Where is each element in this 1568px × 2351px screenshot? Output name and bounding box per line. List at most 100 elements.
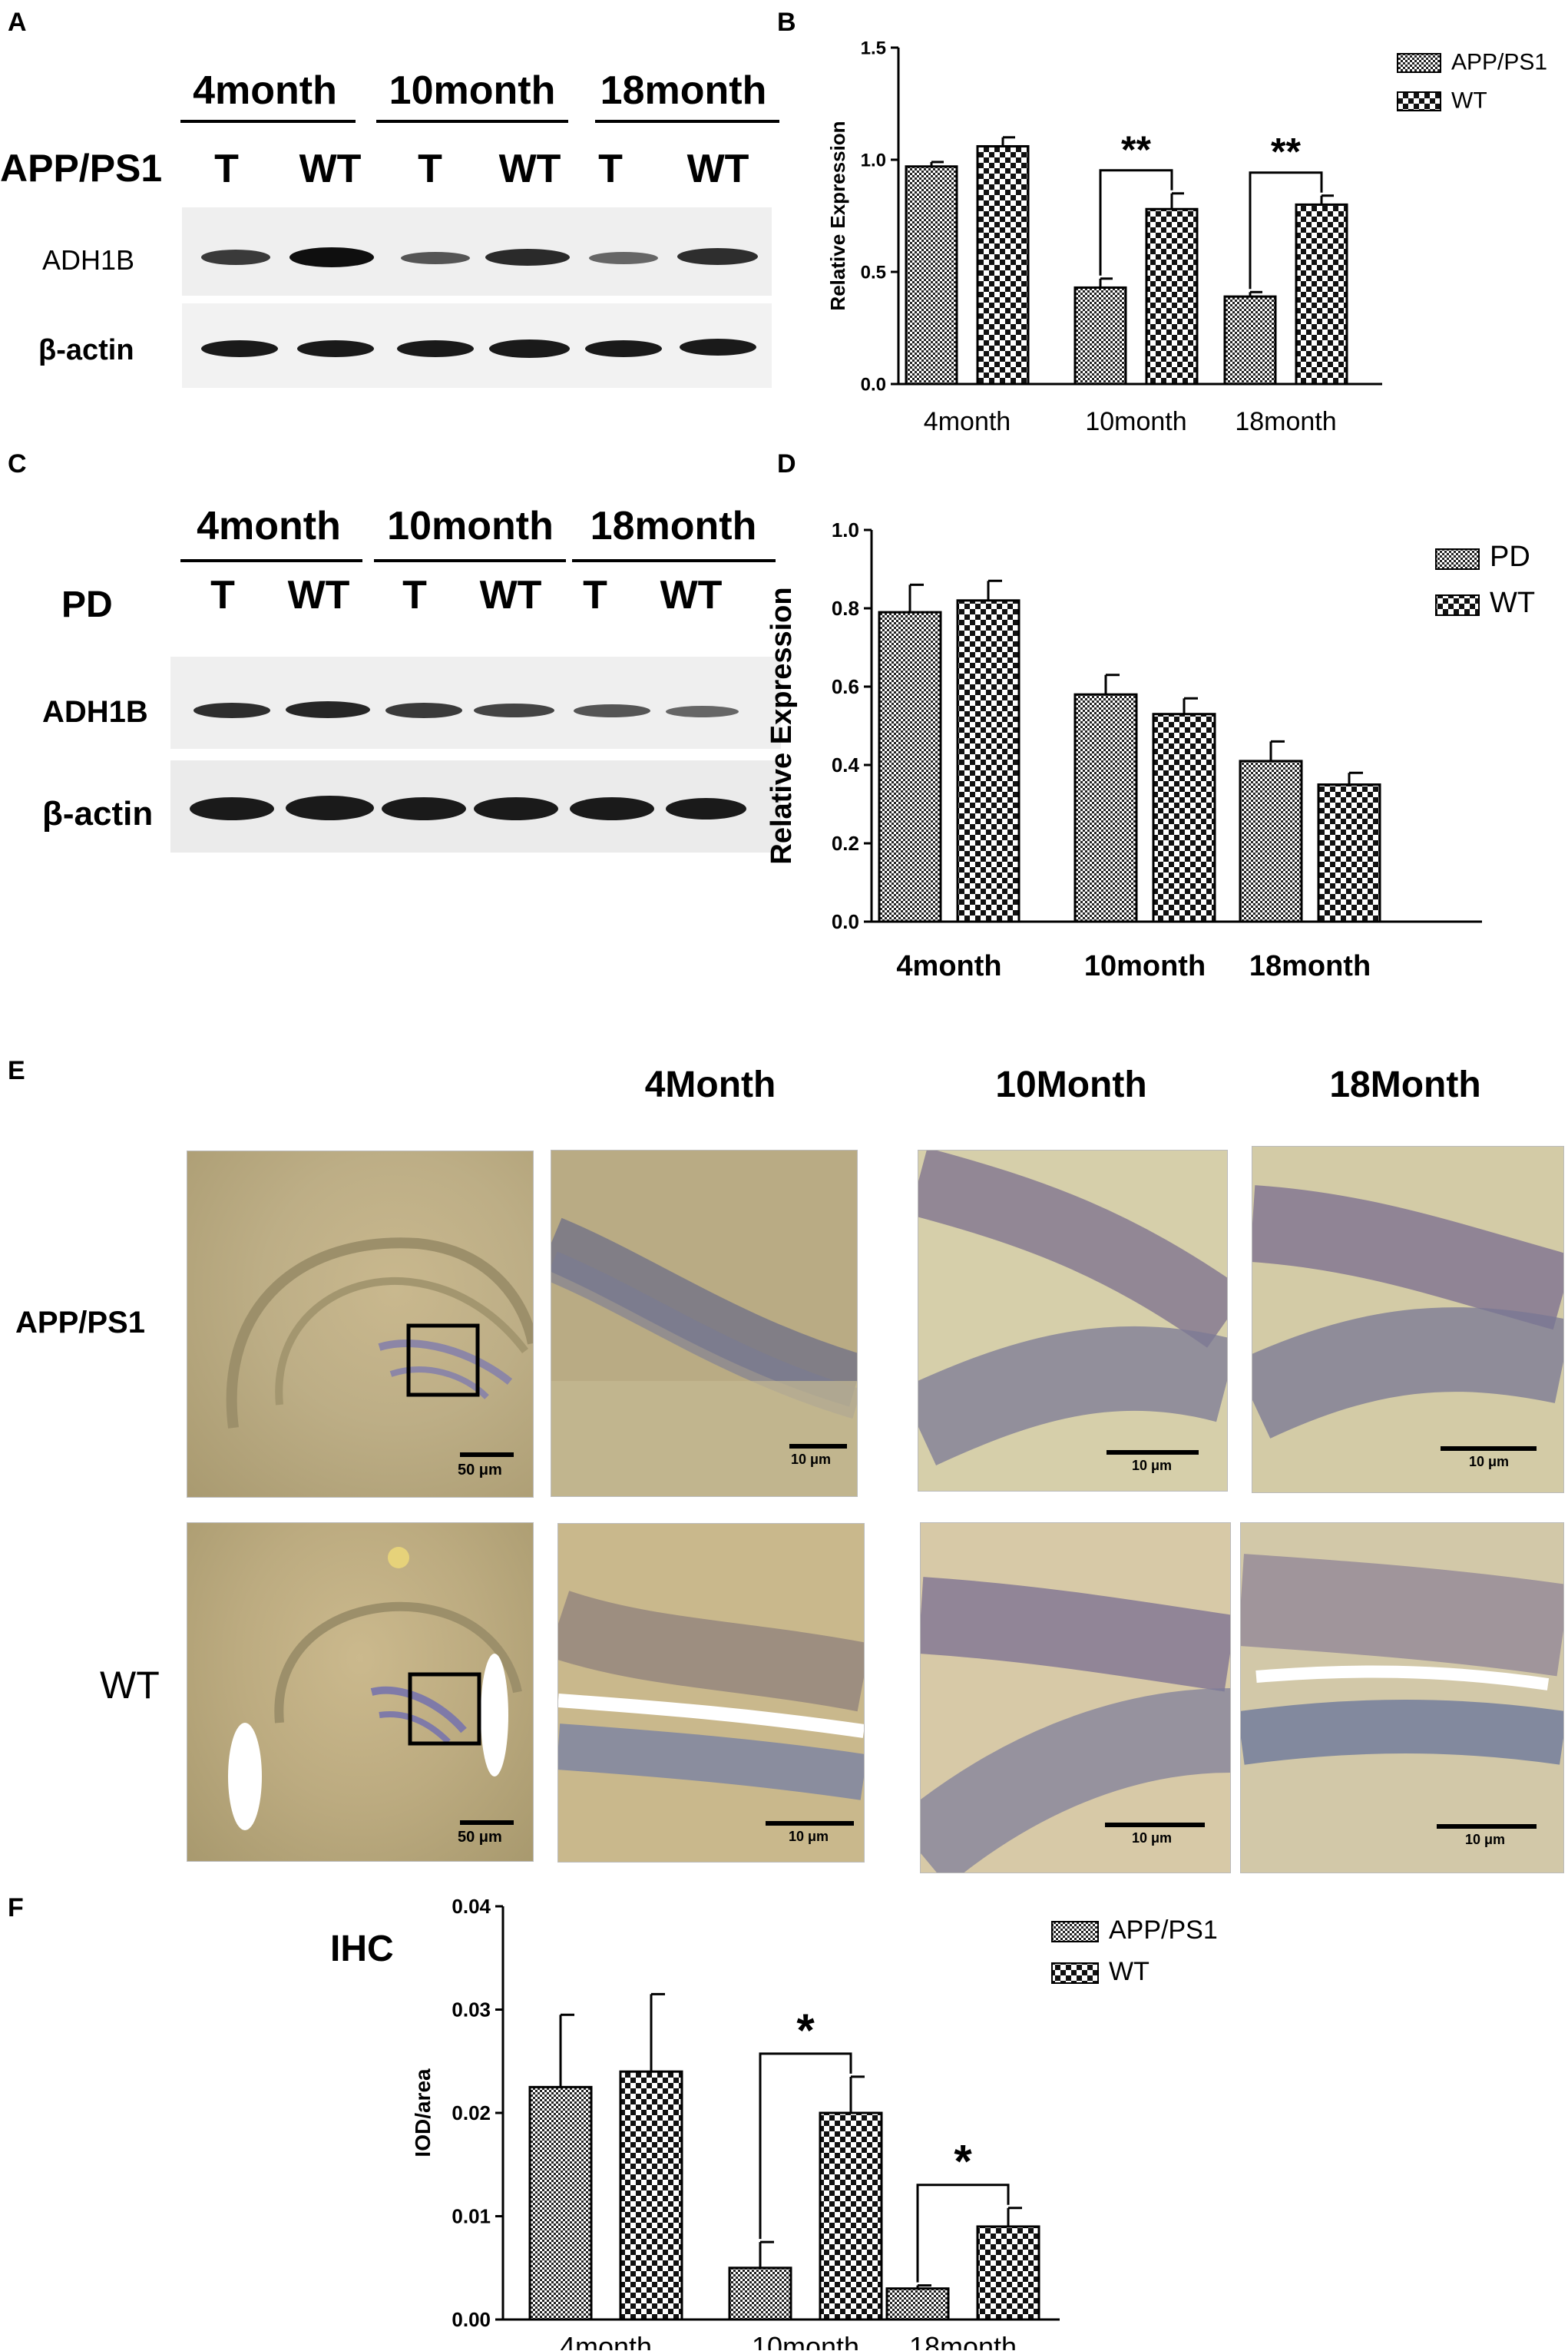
significance-bracket bbox=[759, 2052, 852, 2240]
row-label-app-ps1-e: APP/PS1 bbox=[15, 1306, 145, 1339]
bar-app-ps1-18month bbox=[885, 2287, 950, 2321]
column-label-4month: 4Month bbox=[644, 1065, 776, 1105]
significance-bracket bbox=[1099, 169, 1173, 276]
bar-app-ps1-10month bbox=[1073, 286, 1127, 386]
legend-swatch bbox=[1397, 91, 1441, 111]
legend-label: WT bbox=[1109, 1957, 1150, 1986]
scale-bar-label: 10 μm bbox=[1132, 1458, 1173, 1473]
western-blot-actin-a bbox=[182, 303, 772, 388]
group-label-4month-a: 4month bbox=[193, 68, 337, 113]
y-tick-label: 0.04 bbox=[452, 1895, 491, 1918]
bar-app-ps1-4month bbox=[905, 165, 958, 386]
row-label-wt-e: WT bbox=[100, 1664, 160, 1707]
western-blot-actin-c bbox=[170, 760, 781, 853]
blot-label-adh1b: ADH1B bbox=[42, 244, 135, 276]
scale-bar-label: 10 μm bbox=[789, 1829, 829, 1844]
lane-label: T bbox=[418, 147, 442, 191]
panel-label-c: C bbox=[8, 449, 27, 478]
row-label-app-ps1: APP/PS1 bbox=[0, 147, 163, 190]
scale-bar-label: 50 μm bbox=[458, 1462, 502, 1478]
legend-label: APP/PS1 bbox=[1109, 1916, 1218, 1945]
legend-label: WT bbox=[1451, 88, 1487, 113]
panel-label-a: A bbox=[8, 8, 27, 37]
bar-pd-4month bbox=[878, 611, 942, 923]
panel-label-f: F bbox=[8, 1893, 24, 1922]
group-label-10month-c: 10month bbox=[387, 504, 554, 548]
lane-label: T bbox=[402, 573, 427, 618]
y-tick-label: 0.01 bbox=[452, 2205, 491, 2228]
bar-wt-4month bbox=[956, 599, 1021, 923]
bar-pd-18month bbox=[1239, 760, 1303, 923]
blot-label-adh1b: ADH1B bbox=[42, 695, 148, 729]
blot-label-actin: β-actin bbox=[42, 795, 154, 833]
bar-wt-10month bbox=[819, 2111, 883, 2321]
lane-label: WT bbox=[299, 147, 362, 191]
lane-label: T bbox=[214, 147, 239, 191]
legend-swatch bbox=[1435, 594, 1480, 616]
group-underline bbox=[180, 120, 356, 123]
y-tick-label: 0.2 bbox=[832, 832, 859, 855]
bar-wt-10month bbox=[1145, 207, 1199, 386]
x-tick-label: 18month bbox=[1249, 950, 1371, 982]
y-axis-label: Relative Expression bbox=[766, 587, 798, 864]
bar-wt-10month bbox=[1152, 713, 1216, 923]
row-label-pd: PD bbox=[61, 584, 113, 625]
y-tick-label: 1.5 bbox=[861, 38, 886, 58]
bar-wt-18month bbox=[1317, 783, 1381, 923]
scale-bar-label: 50 μm bbox=[458, 1829, 502, 1846]
lane-label: T bbox=[598, 147, 623, 191]
lane-label: WT bbox=[479, 573, 542, 618]
group-label-10month-a: 10month bbox=[389, 68, 556, 113]
western-blot-adh1b-a bbox=[182, 207, 772, 296]
y-axis-label: IOD/area bbox=[411, 2068, 435, 2157]
x-tick-label: 4month bbox=[924, 407, 1011, 436]
y-tick-label: 0.02 bbox=[452, 2101, 491, 2124]
x-tick-label: 10month bbox=[1084, 950, 1206, 982]
group-label-18month-a: 18month bbox=[600, 68, 767, 113]
bar-wt-18month bbox=[976, 2225, 1040, 2321]
bar-wt-4month bbox=[619, 2070, 683, 2321]
lane-label: T bbox=[583, 573, 607, 618]
legend-swatch bbox=[1051, 1921, 1099, 1942]
group-label-18month-c: 18month bbox=[590, 504, 757, 548]
y-axis-label: Relative Expression bbox=[826, 121, 849, 310]
legend-swatch bbox=[1397, 53, 1441, 73]
ihc-overview-wt: 50 μm bbox=[187, 1522, 534, 1862]
lane-label: T bbox=[210, 573, 235, 618]
lane-label: WT bbox=[287, 573, 350, 618]
bar-chart-d: 0.0 0.2 0.4 0.6 0.8 1.0 Relative Expression 4mo… bbox=[766, 518, 1535, 982]
legend-swatch bbox=[1051, 1962, 1099, 1984]
group-label-4month-c: 4month bbox=[197, 504, 341, 548]
bar-app-ps1-18month bbox=[1223, 295, 1277, 386]
western-blot-adh1b-c bbox=[170, 657, 781, 749]
significance-mark: ** bbox=[1271, 131, 1301, 174]
x-tick-label: 10month bbox=[752, 2331, 859, 2350]
scale-bar-label: 10 μm bbox=[791, 1452, 832, 1467]
panel-label-b: B bbox=[777, 8, 796, 37]
bar-wt-4month bbox=[976, 144, 1030, 386]
significance-bracket bbox=[1249, 171, 1323, 290]
ihc-label: IHC bbox=[330, 1929, 394, 1969]
y-tick-label: 0.0 bbox=[832, 910, 859, 933]
ihc-wt-10month: 10 μm bbox=[920, 1522, 1231, 1873]
legend-label: PD bbox=[1490, 541, 1530, 573]
significance-bracket bbox=[916, 2184, 1010, 2283]
group-underline bbox=[595, 120, 779, 123]
lane-label: WT bbox=[660, 573, 723, 618]
bar-app-ps1-10month bbox=[728, 2267, 792, 2321]
significance-mark: ** bbox=[1121, 128, 1151, 171]
x-tick-label: 4month bbox=[896, 950, 1001, 982]
y-tick-label: 0.8 bbox=[832, 597, 859, 620]
ihc-app-ps1-18month: 10 μm bbox=[1252, 1146, 1564, 1493]
ihc-app-ps1-10month: 10 μm bbox=[918, 1150, 1228, 1492]
ihc-overview-app-ps1: 50 μm bbox=[187, 1151, 534, 1498]
group-underline bbox=[572, 559, 776, 562]
x-tick-label: 18month bbox=[909, 2331, 1017, 2350]
bar-chart-f: 0.00 0.01 0.02 0.03 0.04 IOD/area 4month 10mont… bbox=[411, 1895, 1218, 2350]
group-underline bbox=[376, 120, 568, 123]
x-tick-label: 4month bbox=[560, 2331, 652, 2350]
x-tick-label: 10month bbox=[1085, 407, 1186, 436]
ihc-wt-4month: 10 μm bbox=[557, 1523, 865, 1863]
ihc-app-ps1-4month: 10 μm bbox=[551, 1150, 858, 1497]
y-tick-label: 0.00 bbox=[452, 2308, 491, 2331]
